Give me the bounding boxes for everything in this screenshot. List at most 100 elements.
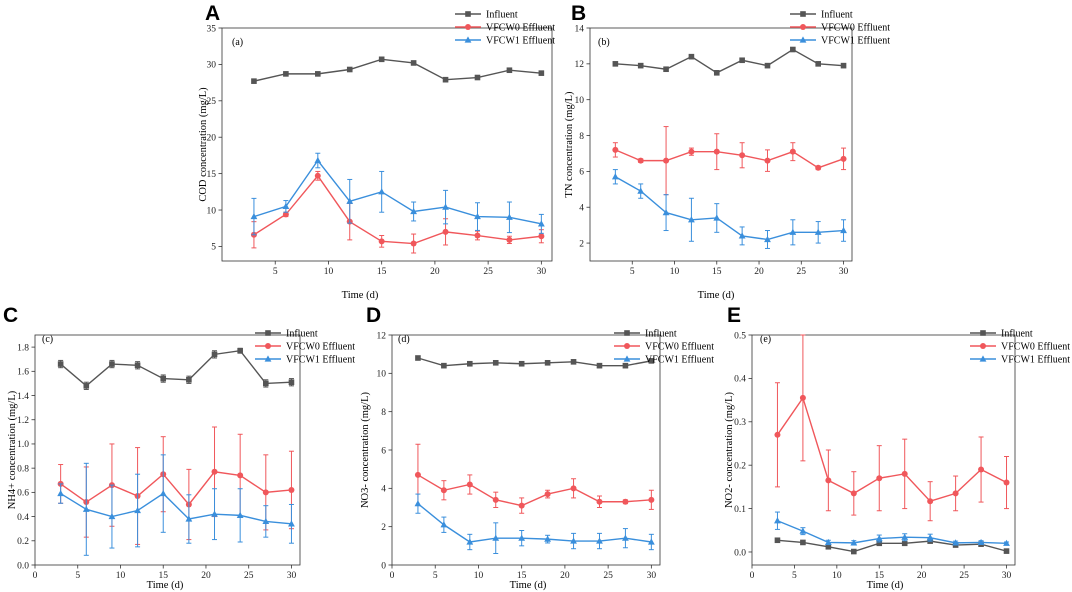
data-point xyxy=(492,359,499,366)
data-point xyxy=(612,61,619,67)
data-point xyxy=(851,548,857,555)
legend-marker xyxy=(265,343,271,349)
data-point xyxy=(738,232,746,239)
series-vfcw1-effluent xyxy=(414,493,655,554)
x-tick-label: 25 xyxy=(483,267,493,277)
data-point xyxy=(109,361,115,367)
legend-marker xyxy=(980,330,986,336)
x-tick-label: 5 xyxy=(630,267,635,277)
data-point xyxy=(134,362,141,369)
y-axis-label: NH4+ concentration (mg/L) xyxy=(7,390,18,509)
y-tick-label: 1.6 xyxy=(17,368,29,378)
y-tick-label: 1.8 xyxy=(17,343,29,353)
data-point xyxy=(840,155,847,162)
plot-frame xyxy=(34,334,301,566)
data-point xyxy=(926,534,934,541)
data-point xyxy=(570,359,577,365)
legend-marker xyxy=(624,343,630,349)
y-tick-label: 6 xyxy=(579,168,584,178)
x-tick-label: 0 xyxy=(33,571,38,581)
y-axis-label: TN concentration (mg/L) xyxy=(564,91,575,198)
y-tick-label: 35 xyxy=(207,24,217,34)
series-line xyxy=(417,357,652,367)
data-point xyxy=(596,498,603,505)
data-point xyxy=(850,490,857,497)
x-tick-label: 25 xyxy=(959,571,969,581)
x-tick-label: 10 xyxy=(324,267,334,277)
data-point xyxy=(799,394,806,401)
legend-label: VFCW1 Effluent xyxy=(1001,355,1070,366)
legend-label: Influent xyxy=(645,329,677,340)
data-point xyxy=(570,485,577,492)
data-point xyxy=(713,70,720,76)
legend-marker xyxy=(800,24,806,30)
data-point xyxy=(442,76,449,83)
y-tick-label: 1.0 xyxy=(17,440,29,450)
data-point xyxy=(492,496,499,503)
legend-label: VFCW1 Effluent xyxy=(821,36,890,47)
y-tick-label: 1.2 xyxy=(17,416,29,426)
data-point xyxy=(237,347,243,354)
y-tick-label: 0.5 xyxy=(734,331,746,341)
data-point xyxy=(901,540,908,547)
legend-marker xyxy=(979,355,987,362)
panel-letter: B xyxy=(571,2,586,25)
legend-marker xyxy=(799,36,807,43)
x-tick-label: 25 xyxy=(603,571,613,581)
data-point xyxy=(518,360,525,367)
data-point xyxy=(663,157,670,164)
legend-marker xyxy=(264,355,272,362)
data-point xyxy=(978,466,985,473)
series-vfcw1-effluent xyxy=(250,152,545,236)
data-point xyxy=(160,375,167,382)
series-line xyxy=(60,349,292,387)
data-point xyxy=(537,220,545,227)
data-point xyxy=(415,355,421,361)
y-tick-label: 0.2 xyxy=(17,537,29,547)
y-tick-label: 5 xyxy=(211,243,216,253)
data-point xyxy=(637,187,645,194)
data-point xyxy=(262,489,269,496)
data-point xyxy=(474,74,481,81)
data-point xyxy=(876,540,883,547)
data-point xyxy=(596,362,603,369)
legend-marker xyxy=(464,36,472,43)
x-axis-label: Time (d) xyxy=(698,290,735,301)
data-point xyxy=(441,362,447,369)
data-point xyxy=(250,212,258,220)
series-influent xyxy=(612,46,847,76)
data-point xyxy=(410,60,417,66)
x-tick-label: 20 xyxy=(560,571,570,581)
plot-frame xyxy=(391,334,661,566)
series-vfcw0-effluent xyxy=(57,426,295,545)
x-tick-label: 5 xyxy=(792,571,797,581)
x-tick-label: 10 xyxy=(474,571,484,581)
legend-label: VFCW0 Effluent xyxy=(286,342,355,353)
data-point xyxy=(647,538,655,545)
y-tick-label: 0.8 xyxy=(17,464,29,474)
data-point xyxy=(262,517,270,525)
data-point xyxy=(637,157,644,164)
data-point xyxy=(467,360,473,367)
y-tick-label: 15 xyxy=(207,170,217,180)
data-point xyxy=(774,431,781,438)
panel-subtitle: (d) xyxy=(398,334,410,345)
data-point xyxy=(251,78,257,84)
data-point xyxy=(774,537,781,544)
series-line xyxy=(253,174,542,245)
data-point xyxy=(688,53,695,60)
data-point xyxy=(82,505,90,512)
legend-marker xyxy=(265,330,271,336)
panel-letter: A xyxy=(205,2,220,25)
data-point xyxy=(288,520,295,527)
x-tick-label: 10 xyxy=(670,267,680,277)
data-point xyxy=(474,212,481,220)
panel-letter: C xyxy=(3,304,18,327)
data-point xyxy=(800,539,806,546)
x-tick-label: 30 xyxy=(839,267,849,277)
data-point xyxy=(713,214,721,221)
data-point xyxy=(108,512,116,520)
x-tick-label: 15 xyxy=(377,267,387,277)
y-axis-label: COD concentration (mg/L) xyxy=(198,87,209,202)
data-point xyxy=(237,472,244,479)
